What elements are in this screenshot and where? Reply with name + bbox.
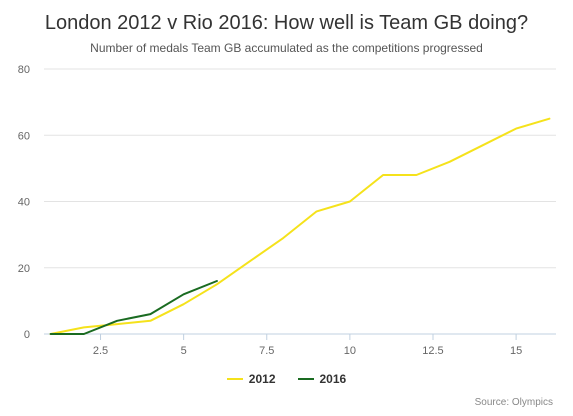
y-tick-label-20: 20	[18, 263, 30, 275]
series-line-2012	[49, 117, 551, 335]
data-point-2016-2	[81, 331, 87, 337]
source-credit: Source: Olympics	[474, 397, 553, 408]
x-tick-label-7.5: 7.5	[259, 345, 274, 357]
data-point-2012-14	[480, 142, 486, 148]
legend-label-2012: 2012	[248, 372, 276, 386]
legend-swatch-2016	[297, 378, 314, 380]
data-point-2012-12	[413, 172, 419, 178]
chart-legend: 2012 2016	[0, 372, 573, 386]
legend-item-2016[interactable]: 2016	[297, 372, 347, 386]
x-tick-label-12.5: 12.5	[422, 345, 443, 357]
data-point-2012-16	[546, 116, 552, 122]
y-tick-label-0: 0	[24, 329, 30, 341]
data-point-2012-15	[513, 126, 519, 132]
chart-title: London 2012 v Rio 2016: How well is Team…	[44, 12, 529, 34]
data-point-2016-1	[48, 331, 54, 337]
data-point-2012-4	[147, 318, 153, 324]
data-point-2012-5	[181, 301, 187, 307]
data-point-2016-3	[114, 318, 120, 324]
x-tick-label-5: 5	[181, 345, 187, 357]
data-point-2012-10	[347, 199, 353, 205]
data-point-2012-2	[81, 324, 87, 330]
legend-swatch-2012	[226, 378, 243, 380]
y-tick-label-40: 40	[18, 197, 30, 209]
x-tick-label-15: 15	[510, 345, 522, 357]
data-point-2012-13	[447, 159, 453, 165]
data-point-2012-8	[280, 235, 286, 241]
x-tick-label-10: 10	[344, 345, 356, 357]
legend-item-2012[interactable]: 2012	[226, 372, 276, 386]
chart-subtitle: Number of medals Team GB accumulated as …	[90, 41, 483, 55]
y-tick-label-60: 60	[18, 130, 30, 142]
x-tick-label-2.5: 2.5	[93, 345, 108, 357]
y-tick-label-80: 80	[18, 64, 30, 76]
data-point-2016-4	[147, 311, 153, 317]
legend-label-2016: 2016	[319, 372, 347, 386]
data-point-2012-9	[314, 208, 320, 214]
data-point-2012-7	[247, 258, 253, 264]
data-point-2012-11	[380, 172, 386, 178]
data-point-2016-6	[214, 278, 220, 284]
data-point-2016-5	[181, 291, 187, 297]
series-line-2016	[49, 280, 218, 335]
